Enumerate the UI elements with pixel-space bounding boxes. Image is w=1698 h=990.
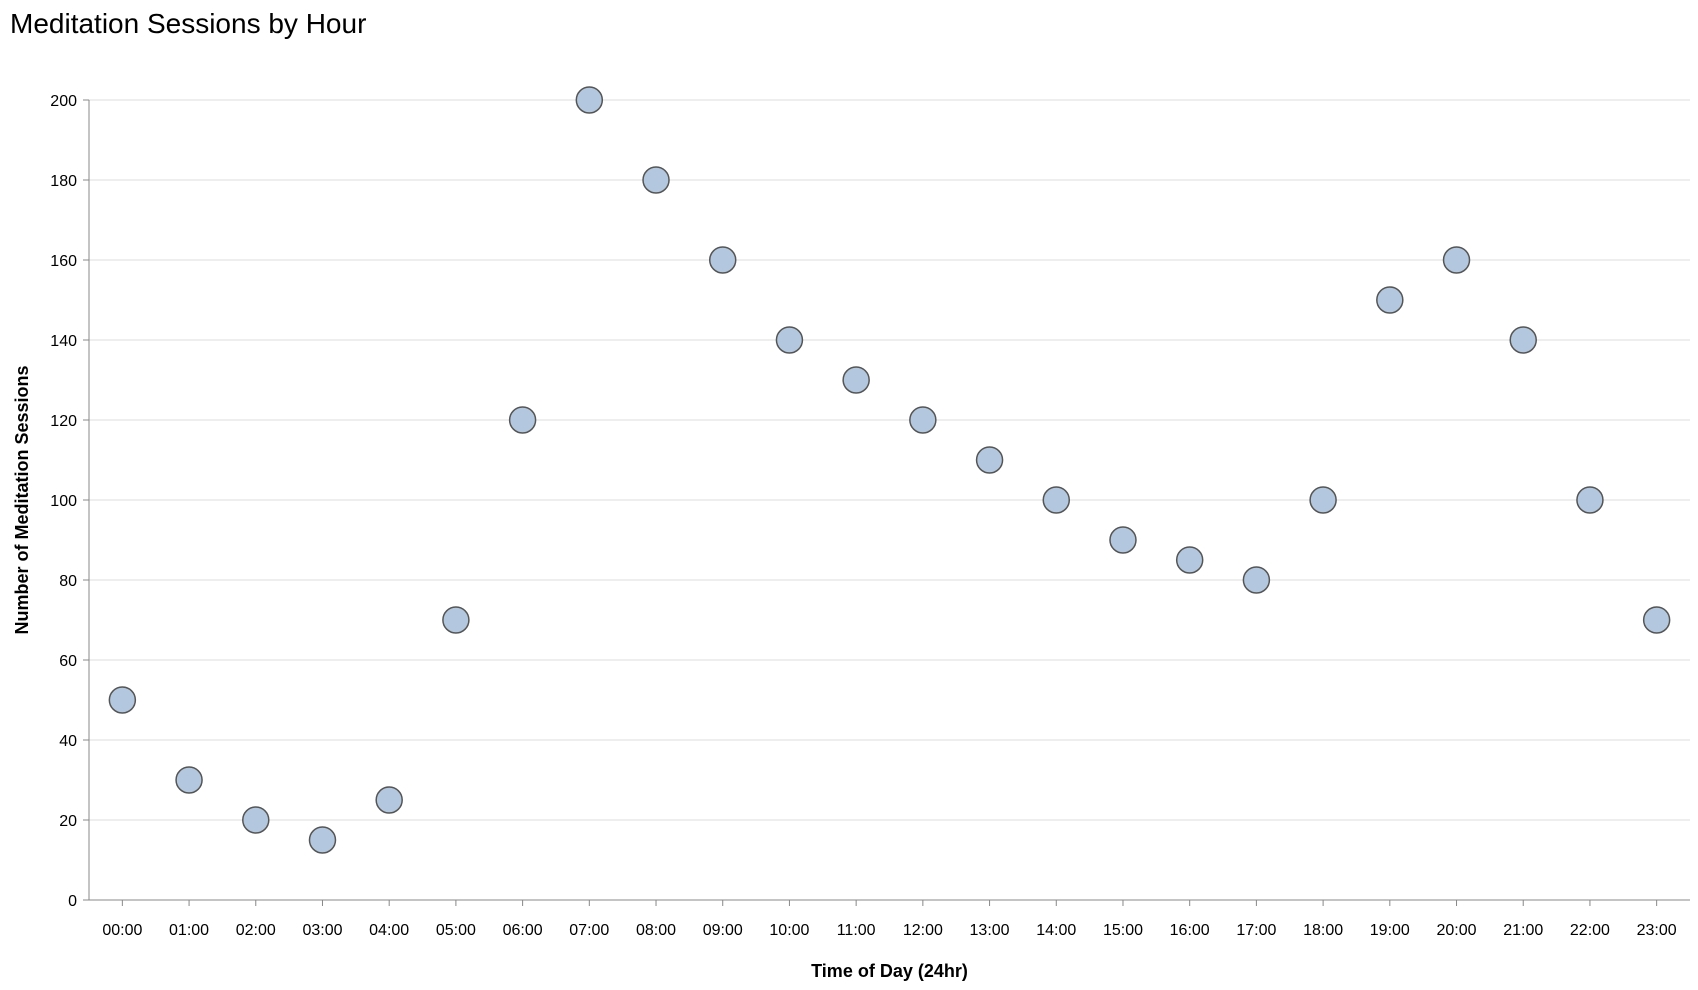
data-point — [1042, 486, 1071, 514]
y-tick-label: 20 — [59, 813, 77, 830]
y-tick-label: 160 — [50, 253, 77, 270]
x-axis-title: Time of Day (24hr) — [811, 961, 968, 981]
data-point — [175, 766, 203, 794]
data-point — [375, 786, 403, 814]
data-point — [975, 446, 1004, 474]
x-tick-label: 00:00 — [102, 922, 142, 939]
x-tick-label: 05:00 — [436, 922, 476, 939]
x-tick-label: 09:00 — [703, 922, 743, 939]
data-point — [508, 406, 537, 434]
y-tick-label: 0 — [68, 893, 77, 910]
data-point — [442, 606, 470, 634]
y-tick-label: 40 — [59, 733, 77, 750]
x-tick-label: 08:00 — [636, 922, 676, 939]
y-axis-title: Number of Meditation Sessions — [12, 365, 32, 634]
y-tick-label: 200 — [50, 93, 77, 110]
y-tick-label: 140 — [50, 333, 77, 350]
x-tick-label: 03:00 — [302, 922, 342, 939]
x-tick-label: 11:00 — [837, 922, 876, 939]
data-point — [1309, 486, 1337, 514]
x-tick-label: 10:00 — [769, 922, 809, 939]
x-tick-label: 17:00 — [1236, 922, 1276, 939]
data-point — [842, 366, 870, 394]
x-tick-label: 01:00 — [169, 922, 209, 939]
chart-title: Meditation Sessions by Hour — [10, 8, 367, 39]
data-point — [1242, 566, 1271, 594]
data-point — [775, 326, 804, 354]
data-point — [108, 686, 137, 714]
x-tick-label: 14:00 — [1036, 922, 1076, 939]
x-tick-label: 23:00 — [1637, 922, 1677, 939]
x-tick-label: 06:00 — [503, 922, 543, 939]
data-point — [1175, 546, 1204, 574]
data-point — [642, 166, 670, 194]
axes: 0 20 40 60 80 100 120 140 160 180 200 00:00 01:00 02:… — [50, 93, 1690, 939]
x-tick-label: 15:00 — [1103, 922, 1143, 939]
x-tick-label: 21:00 — [1503, 922, 1543, 939]
x-tick-label: 04:00 — [369, 922, 409, 939]
data-point — [1642, 606, 1671, 634]
data-point — [1442, 246, 1471, 274]
data-point — [1576, 486, 1604, 514]
data-point — [575, 86, 604, 114]
data-point — [1509, 326, 1537, 354]
x-tick-label: 12:00 — [903, 922, 943, 939]
data-point — [909, 406, 937, 434]
data-point — [708, 246, 737, 274]
x-tick-label: 16:00 — [1170, 922, 1210, 939]
grid-lines — [89, 99, 1690, 901]
x-tick-label: 20:00 — [1436, 922, 1476, 939]
data-point — [1376, 286, 1404, 314]
x-tick-label: 02:00 — [236, 922, 276, 939]
x-tick-label: 22:00 — [1570, 922, 1610, 939]
x-tick-label: 18:00 — [1303, 922, 1343, 939]
data-point — [242, 806, 270, 834]
x-tick-label: 13:00 — [970, 922, 1010, 939]
y-tick-label: 120 — [50, 413, 77, 430]
y-tick-label: 100 — [50, 493, 77, 510]
y-tick-label: 180 — [50, 173, 77, 190]
y-tick-label: 60 — [59, 653, 77, 670]
data-point — [308, 826, 337, 854]
data-point — [1109, 526, 1137, 554]
x-tick-label: 07:00 — [569, 922, 609, 939]
data-points — [108, 86, 1671, 854]
y-tick-label: 80 — [59, 573, 77, 590]
x-tick-label: 19:00 — [1370, 922, 1410, 939]
